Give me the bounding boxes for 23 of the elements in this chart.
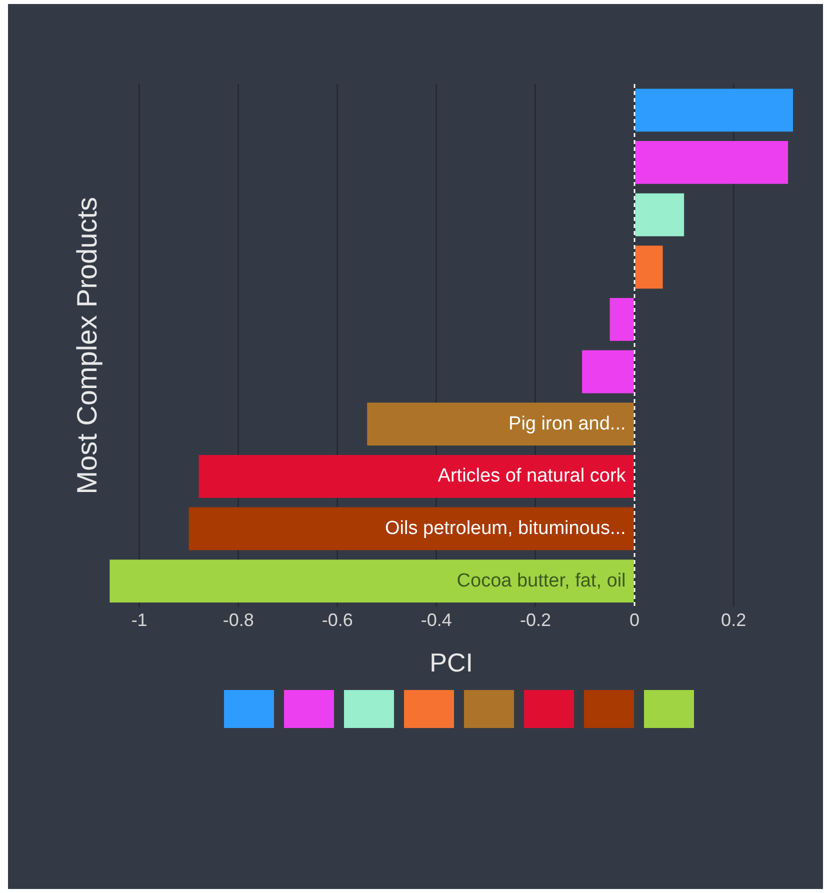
bar [367, 402, 634, 446]
x-tick-label: -0.6 [322, 610, 353, 630]
bar [610, 298, 634, 341]
x-axis-title: PCI [430, 648, 473, 678]
x-tick-label: 0.2 [721, 610, 746, 630]
x-tick-label: -0.8 [222, 610, 254, 630]
bar [635, 141, 788, 184]
bar [635, 88, 793, 132]
x-tick-label: -1 [131, 610, 148, 630]
y-tick-label: Cocoa butter, fat, oil [456, 570, 626, 592]
y-tick-label: Oils petroleum, bituminous... [385, 518, 626, 539]
bar [635, 246, 663, 289]
x-tick-label: -0.4 [420, 610, 452, 630]
y-tick-label: Articles of natural cork [438, 466, 626, 487]
y-tick-label: Pig iron and... [508, 413, 626, 434]
x-tick-label: 0 [630, 610, 640, 630]
y-axis-title: Most Complex Products [72, 196, 103, 494]
x-tick-label: -0.2 [520, 610, 552, 630]
bar [635, 193, 684, 236]
bar [110, 560, 634, 602]
bar [198, 454, 634, 498]
bar [188, 507, 634, 550]
bar [582, 350, 634, 394]
